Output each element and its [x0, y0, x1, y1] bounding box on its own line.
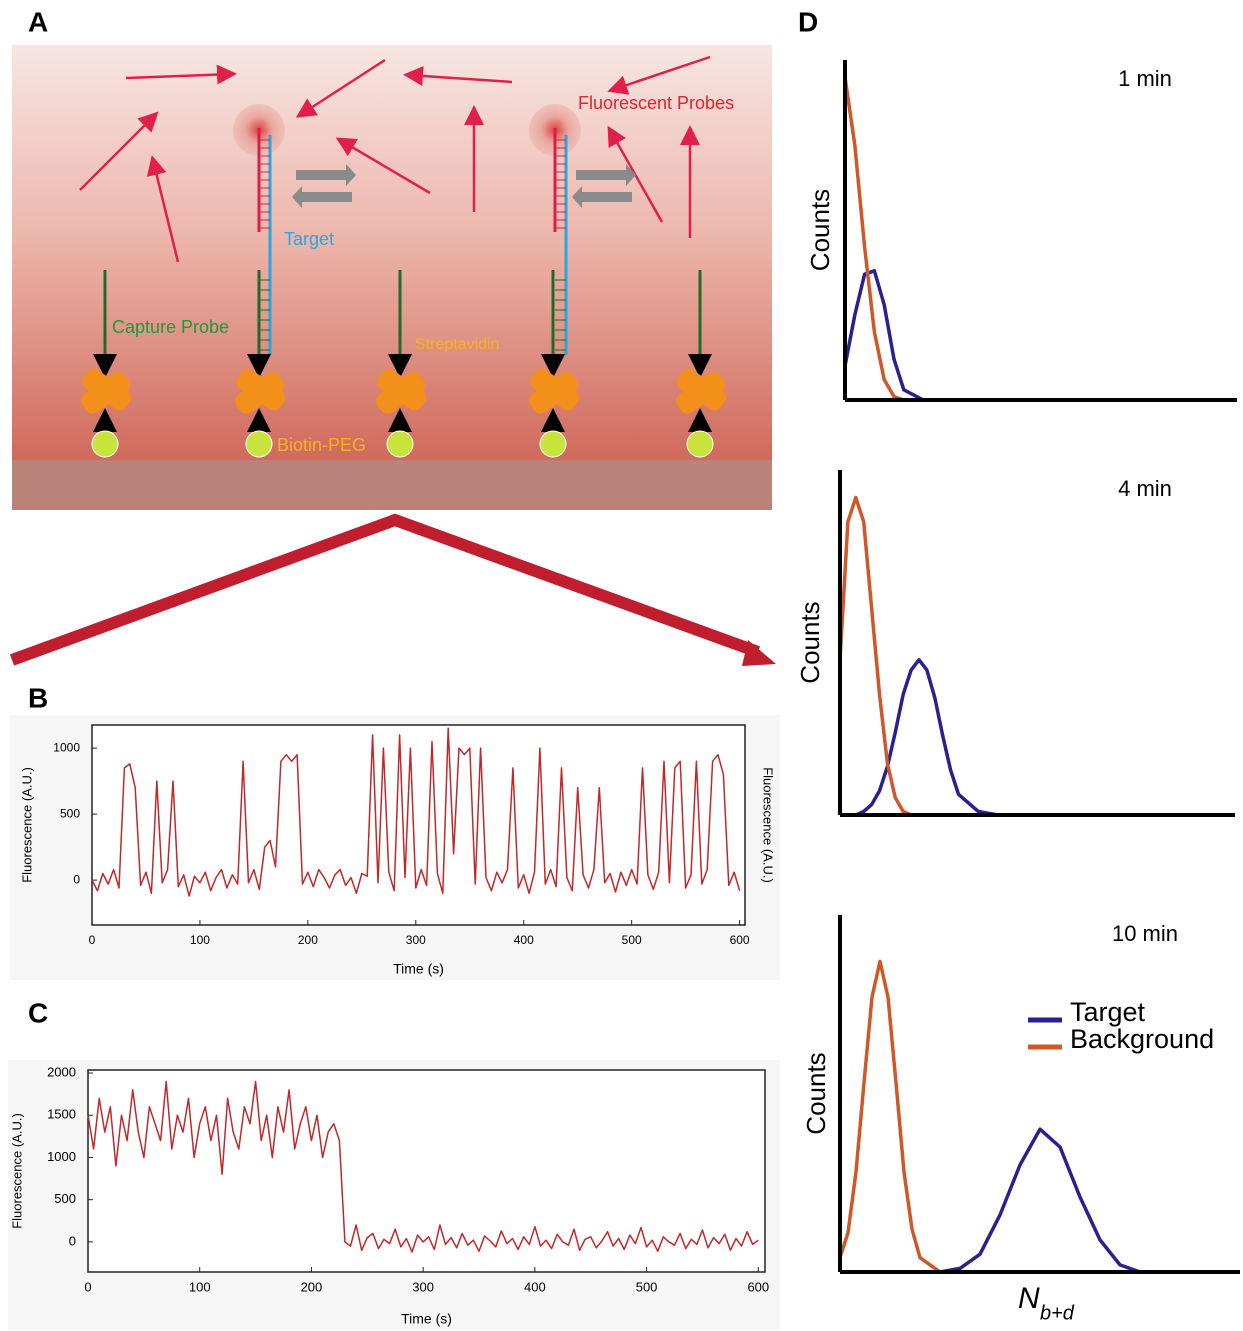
x-tick-label: 300: [406, 933, 426, 947]
panel-a: Fluorescent Probes Target Capture Probe …: [12, 45, 772, 510]
x-tick-label: 400: [524, 1279, 546, 1294]
plot-frame: [87, 1069, 766, 1273]
panel-label: C: [28, 997, 48, 1028]
panel-label: B: [28, 682, 48, 713]
series-line: [91, 727, 741, 897]
y-axis-label: Counts: [795, 601, 825, 683]
plot-frame: [91, 724, 746, 926]
label-biotin-peg: Biotin-PEG: [277, 435, 366, 455]
y-tick-label: 500: [60, 806, 80, 820]
annotation: 4 min: [1118, 476, 1172, 501]
series-line: [843, 269, 1237, 402]
panel-label: D: [798, 6, 818, 37]
x-tick-label: 500: [622, 933, 642, 947]
zoom-arrow: [9, 513, 761, 666]
x-tick-label: 200: [301, 1279, 323, 1294]
y-tick-label: 0: [73, 872, 80, 886]
legend-label: Background: [1070, 1024, 1214, 1054]
legend-label: Target: [1070, 997, 1146, 1027]
series-line: [840, 658, 1235, 817]
series-line: [840, 1127, 1240, 1274]
y-tick-label: 500: [54, 1191, 76, 1206]
y-tick-label: 1000: [47, 1149, 76, 1164]
x-tick-label: 400: [514, 933, 534, 947]
x-axis-label: N: [1018, 1282, 1040, 1315]
series-line: [838, 959, 1240, 1274]
y-tick-label: 1000: [53, 740, 80, 754]
zoom-arrowhead: [742, 640, 776, 666]
y-axis-label: Counts: [801, 1052, 831, 1134]
x-tick-label: 100: [190, 933, 210, 947]
y-axis-label: Fluorescence (A.U.): [19, 767, 34, 883]
x-axis-label: Time (s): [393, 961, 444, 977]
annotation: 10 min: [1112, 921, 1178, 946]
x-tick-label: 100: [189, 1279, 211, 1294]
y-tick-label: 0: [69, 1233, 76, 1248]
series-line: [843, 76, 1237, 402]
series-line: [838, 495, 1235, 817]
x-tick-label: 500: [636, 1279, 658, 1294]
y-axis-label: Counts: [805, 189, 835, 271]
x-tick-label: 0: [84, 1279, 91, 1294]
x-axis-label: Time (s): [401, 1311, 452, 1327]
y-axis-label: Fluorescence (A.U.): [761, 767, 776, 883]
panel-label: A: [28, 6, 48, 37]
y-tick-label: 2000: [47, 1064, 76, 1079]
x-tick-label: 600: [730, 933, 750, 947]
label-capture-probe: Capture Probe: [112, 317, 229, 337]
x-tick-label: 0: [89, 933, 96, 947]
label-fluorescent-probes: Fluorescent Probes: [578, 93, 734, 113]
x-tick-label: 200: [298, 933, 318, 947]
y-axis-label: Fluorescence (A.U.): [9, 1113, 24, 1229]
label-streptavidin: Streptavidin: [415, 336, 500, 353]
annotation: 1 min: [1118, 66, 1172, 91]
x-tick-label: 600: [747, 1279, 769, 1294]
label-target: Target: [284, 229, 334, 249]
series-line: [87, 1080, 759, 1253]
y-tick-label: 1500: [47, 1107, 76, 1122]
x-tick-label: 300: [412, 1279, 434, 1294]
x-axis-label-subscript: b+d: [1040, 1302, 1075, 1324]
